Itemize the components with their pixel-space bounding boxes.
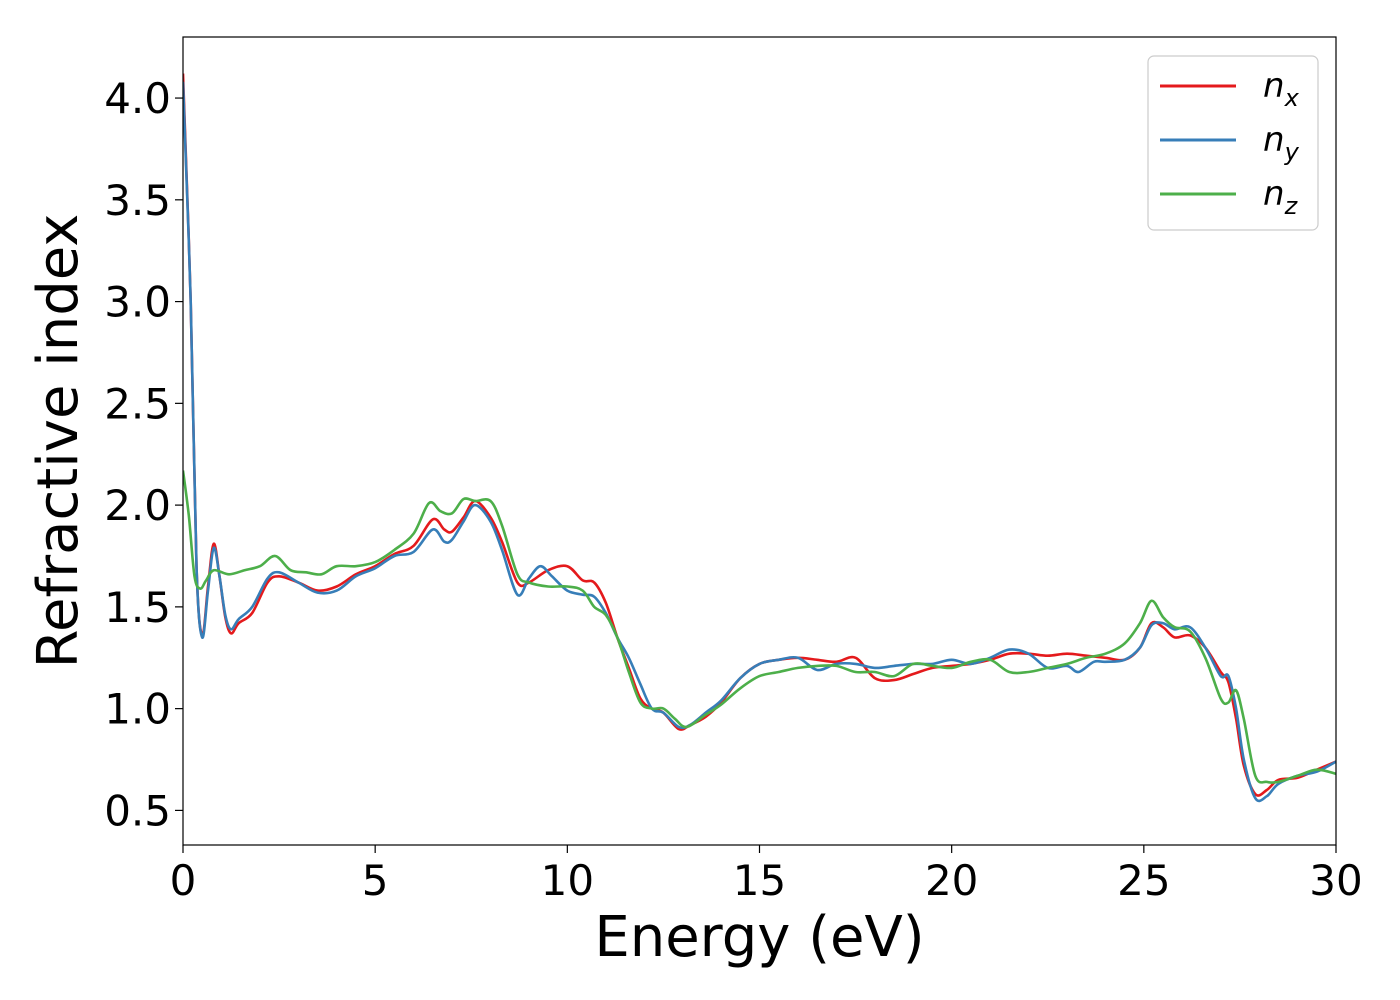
legend: nx ny nz <box>1147 55 1319 231</box>
x-axis-title: Energy (eV) <box>594 905 924 970</box>
x-tick-label: 15 <box>733 856 786 905</box>
legend-label-y: ny <box>1263 120 1300 166</box>
y-tick-label: 3.0 <box>104 278 171 327</box>
y-axis-title: Refractive index <box>26 214 91 669</box>
x-tick-label: 30 <box>1309 856 1362 905</box>
series-line-z <box>183 470 1336 784</box>
y-tick-label: 0.5 <box>104 786 171 835</box>
y-tick-label: 3.5 <box>104 176 171 225</box>
series-line-y <box>183 81 1336 803</box>
y-axis-ticks: 0.5 1.0 1.5 2.0 2.5 3.0 3.5 4.0 <box>104 74 183 835</box>
plot-lines <box>183 73 1336 803</box>
x-tick-label: 5 <box>362 856 389 905</box>
legend-box <box>1147 55 1319 231</box>
legend-label-x: nx <box>1263 66 1300 112</box>
x-tick-label: 10 <box>541 856 594 905</box>
legend-label-z: nz <box>1263 174 1299 220</box>
y-tick-label: 2.5 <box>104 379 171 428</box>
x-tick-label: 25 <box>1117 856 1170 905</box>
y-tick-label: 2.0 <box>104 481 171 530</box>
y-tick-label: 4.0 <box>104 74 171 123</box>
y-tick-label: 1.0 <box>104 685 171 734</box>
x-tick-label: 20 <box>925 856 978 905</box>
x-axis-ticks: 0 5 10 15 20 25 30 <box>170 845 1363 905</box>
y-tick-label: 1.5 <box>104 583 171 632</box>
x-tick-label: 0 <box>170 856 197 905</box>
